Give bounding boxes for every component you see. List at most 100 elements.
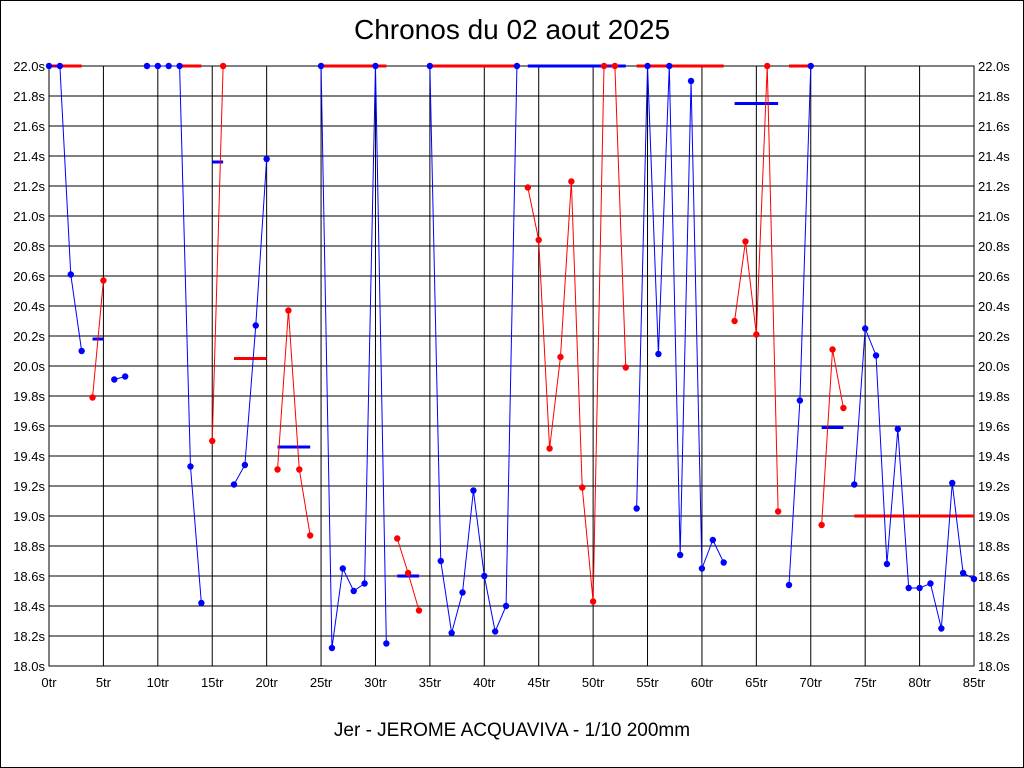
data-point [361,580,368,587]
data-point [219,62,227,70]
y-tick-label-right: 21.8s [978,89,1010,104]
y-tick-label-left: 19.8s [13,389,45,404]
x-tick-label: 75tr [854,675,877,690]
y-tick-label-right: 19.4s [978,449,1010,464]
data-point [764,62,771,70]
data-point [709,536,717,544]
y-tick-label-left: 20.6s [13,269,45,284]
x-tick-label: 70tr [800,675,823,690]
x-tick-label: 35tr [419,675,442,690]
y-tick-label-right: 19.2s [978,479,1010,494]
y-tick-label-left: 21.4s [13,149,45,164]
data-point [959,569,967,577]
data-point [524,184,532,191]
series-line [636,65,725,569]
data-point [818,521,825,529]
data-point [513,62,521,70]
y-tick-label-right: 18.4s [978,599,1010,614]
data-point [339,565,347,572]
data-point [589,598,597,605]
data-point [579,484,586,491]
data-point [198,599,205,607]
y-tick-label-left: 21.8s [13,89,45,104]
data-point [916,584,923,592]
y-tick-label-right: 18.0s [978,659,1010,674]
x-tick-label: 60tr [691,675,714,690]
data-point [535,236,542,244]
series-line [277,310,311,536]
y-tick-label-left: 21.2s [13,179,45,194]
y-tick-label-right: 19.8s [978,389,1010,404]
data-point [861,325,869,332]
data-point [742,238,749,245]
data-point [851,481,858,488]
y-tick-label-left: 20.0s [13,359,45,374]
y-tick-label-right: 22.0s [978,59,1010,74]
data-point [230,481,238,488]
y-tick-label-left: 22.0s [13,59,45,74]
y-tick-label-left: 20.2s [13,329,45,344]
data-point [633,505,640,512]
y-tick-label-right: 20.6s [978,269,1010,284]
data-point [78,347,85,355]
x-tick-label: 10tr [147,675,170,690]
series-line [429,65,518,634]
data-point [285,307,292,314]
series-line [211,65,224,442]
y-tick-label-right: 20.4s [978,299,1010,314]
x-tick-label: 45tr [528,675,551,690]
data-point [720,559,727,566]
x-tick-label: 85tr [963,675,986,690]
data-point [372,62,379,70]
data-point [143,62,151,70]
series-line [92,280,104,398]
data-point [241,461,249,469]
data-point [807,62,814,70]
y-tick-label-left: 18.2s [13,629,45,644]
data-point [829,346,836,353]
y-tick-label-right: 21.0s [978,209,1010,224]
data-point [350,587,357,595]
series [45,62,978,652]
x-tick-label: 20tr [255,675,278,690]
data-point [491,628,499,635]
data-point [611,62,619,70]
data-point [883,560,891,568]
data-point [426,62,434,70]
y-tick-label-left: 20.4s [13,299,45,314]
data-point [459,589,466,596]
y-tick-label-left: 21.0s [13,209,45,224]
x-tick-label: 50tr [582,675,605,690]
x-tick-label: 15tr [201,675,224,690]
y-tick-label-right: 18.8s [978,539,1010,554]
y-axis-left: 18.0s 18.2s 18.4s 18.6s 18.8s 19.0s 19.2s 19.4s… [13,59,45,674]
series-line [821,349,844,526]
y-tick-label-left: 18.4s [13,599,45,614]
data-point [502,602,510,610]
y-tick-label-right: 21.6s [978,119,1010,134]
data-point [753,331,760,338]
data-point [470,487,477,494]
series-line [233,158,268,485]
data-point [89,394,96,401]
y-tick-label-right: 19.0s [978,509,1010,524]
y-tick-label-left: 19.6s [13,419,45,434]
data-point [785,581,793,589]
y-tick-label-right: 19.6s [978,419,1010,434]
data-point [905,584,912,592]
data-point [938,625,945,632]
data-point [872,352,880,359]
x-tick-label: 30tr [364,675,387,690]
data-point [622,364,629,371]
data-point [437,557,444,565]
series-line [788,65,812,586]
y-tick-label-left: 19.2s [13,479,45,494]
y-tick-label-left: 21.6s [13,119,45,134]
y-tick-label-left: 20.8s [13,239,45,254]
data-point [415,607,423,614]
y-tick-label-right: 20.2s [978,329,1010,344]
x-tick-label: 40tr [473,675,496,690]
y-tick-label-left: 18.0s [13,659,45,674]
series-line [527,65,627,602]
